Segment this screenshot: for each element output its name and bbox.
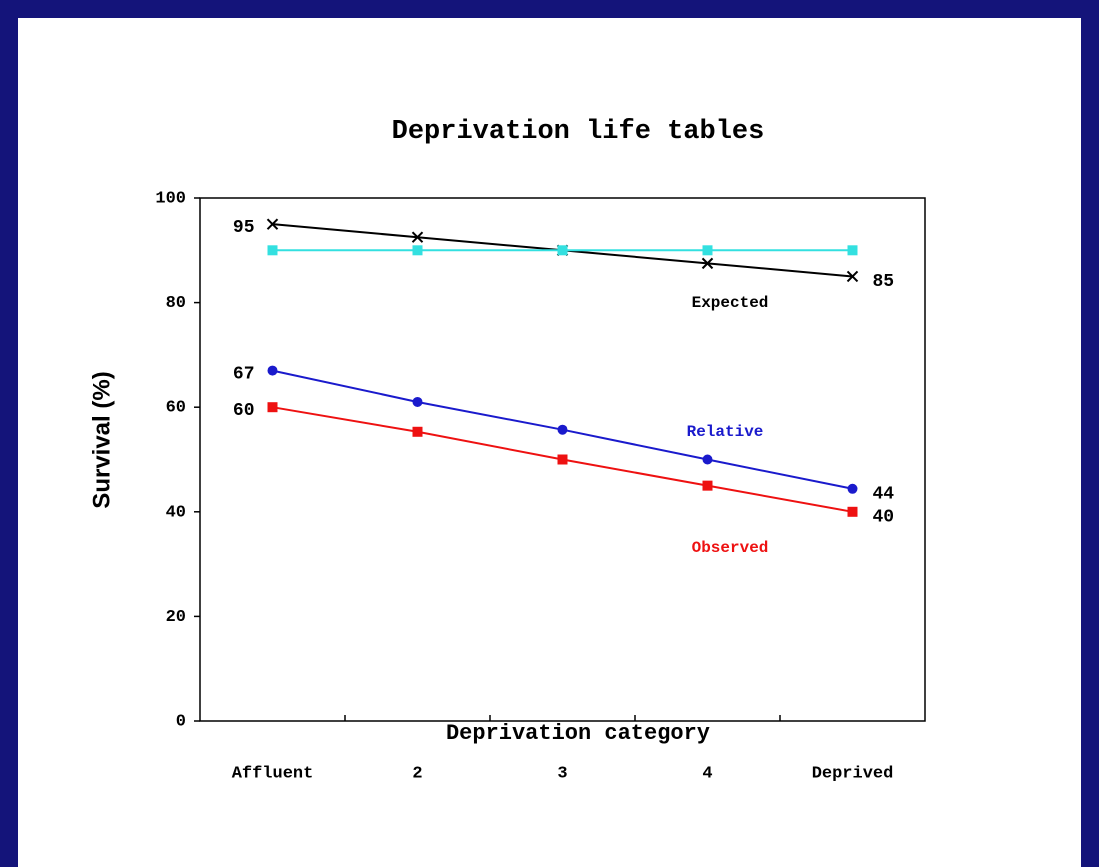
data-label: 44 bbox=[873, 485, 895, 505]
marker-stroke bbox=[846, 270, 859, 283]
slide-background bbox=[18, 18, 1081, 867]
x-tick-label: 2 bbox=[412, 764, 422, 783]
marker bbox=[267, 402, 278, 413]
y-tick-label: 100 bbox=[155, 189, 186, 208]
marker bbox=[557, 245, 568, 256]
x-tick-label: 4 bbox=[702, 764, 712, 783]
marker bbox=[702, 245, 713, 256]
marker-stroke bbox=[266, 218, 279, 230]
marker bbox=[702, 454, 713, 465]
series-label: Expected bbox=[692, 294, 769, 312]
data-label: 40 bbox=[873, 508, 895, 528]
data-label: 60 bbox=[233, 401, 255, 421]
plot-frame bbox=[199, 197, 926, 722]
marker bbox=[412, 426, 423, 437]
chart-title: Deprivation life tables bbox=[392, 117, 765, 147]
data-label: 95 bbox=[233, 218, 255, 238]
marker-stroke bbox=[411, 231, 424, 243]
marker bbox=[411, 231, 424, 243]
marker bbox=[412, 245, 423, 256]
y-tick-label: 80 bbox=[166, 294, 186, 313]
data-label: 85 bbox=[873, 272, 895, 292]
marker bbox=[557, 454, 568, 465]
marker bbox=[267, 365, 278, 376]
y-axis-label: Survival (%) bbox=[88, 371, 115, 508]
marker bbox=[846, 270, 859, 283]
marker-stroke bbox=[701, 257, 714, 270]
x-tick-label: 3 bbox=[557, 764, 567, 783]
x-tick-label: Affluent bbox=[232, 764, 314, 783]
series-label: Relative bbox=[687, 423, 764, 441]
marker bbox=[267, 245, 278, 256]
x-axis-label: Deprivation category bbox=[446, 721, 710, 746]
marker bbox=[557, 424, 568, 435]
marker bbox=[847, 245, 858, 256]
series-label: Observed bbox=[692, 539, 769, 557]
marker bbox=[847, 506, 858, 517]
marker bbox=[701, 257, 714, 270]
marker bbox=[702, 480, 713, 491]
data-label: 67 bbox=[233, 364, 255, 384]
y-tick-label: 60 bbox=[166, 399, 186, 418]
marker bbox=[847, 483, 858, 494]
x-tick-label: Deprived bbox=[812, 764, 894, 783]
y-tick-label: 40 bbox=[166, 503, 186, 522]
y-tick-label: 20 bbox=[166, 608, 186, 627]
marker bbox=[266, 218, 279, 230]
y-tick-label: 0 bbox=[176, 712, 186, 731]
marker bbox=[412, 396, 423, 407]
